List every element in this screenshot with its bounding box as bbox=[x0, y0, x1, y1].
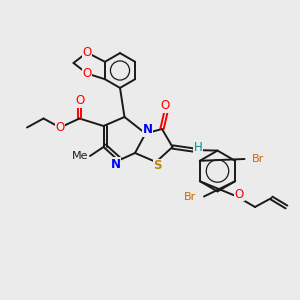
Text: S: S bbox=[153, 159, 162, 172]
Text: O: O bbox=[56, 121, 64, 134]
Text: N: N bbox=[143, 123, 153, 136]
Text: O: O bbox=[75, 94, 84, 107]
Text: Me: Me bbox=[72, 151, 88, 161]
Text: O: O bbox=[235, 188, 244, 201]
Text: O: O bbox=[82, 67, 91, 80]
Text: O: O bbox=[82, 46, 91, 59]
Text: N: N bbox=[110, 158, 121, 171]
Text: Br: Br bbox=[252, 154, 264, 164]
Text: O: O bbox=[160, 99, 169, 112]
Text: H: H bbox=[194, 141, 202, 154]
Text: Br: Br bbox=[184, 191, 196, 202]
